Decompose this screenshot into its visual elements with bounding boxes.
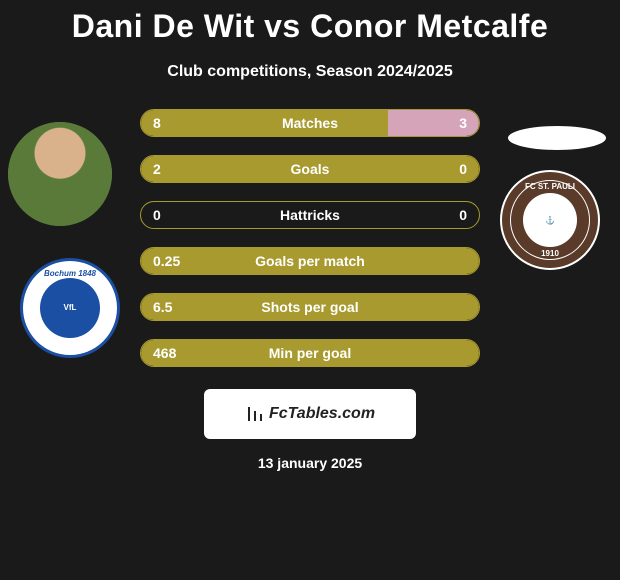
- crest-inner-text: VfL: [40, 278, 100, 338]
- stat-label: Goals per match: [141, 253, 479, 269]
- stat-label: Min per goal: [141, 345, 479, 361]
- title-separator: vs: [264, 8, 301, 44]
- stat-row: 468Min per goal: [140, 339, 480, 367]
- stat-row: 0Hattricks0: [140, 201, 480, 229]
- page-title: Dani De Wit vs Conor Metcalfe: [0, 0, 620, 45]
- stat-label: Hattricks: [141, 207, 479, 223]
- stat-label: Matches: [141, 115, 479, 131]
- stat-row: 8Matches3: [140, 109, 480, 137]
- stat-right-value: 0: [459, 161, 467, 177]
- bars-icon: [245, 407, 265, 421]
- crest-bottom-text: 1910: [502, 249, 598, 258]
- stat-row: 6.5Shots per goal: [140, 293, 480, 321]
- date-text: 13 january 2025: [0, 455, 620, 471]
- player2-photo-placeholder: [508, 126, 606, 150]
- player2-club-crest: FC ST. PAULI ⚓ 1910: [500, 170, 600, 270]
- stat-right-value: 0: [459, 207, 467, 223]
- stat-row: 0.25Goals per match: [140, 247, 480, 275]
- stat-label: Shots per goal: [141, 299, 479, 315]
- subtitle: Club competitions, Season 2024/2025: [0, 63, 620, 81]
- player1-club-crest: Bochum 1848 VfL: [20, 258, 120, 358]
- player-silhouette-icon: [8, 122, 112, 226]
- stat-right-value: 3: [459, 115, 467, 131]
- crest-top-text: FC ST. PAULI: [502, 182, 598, 191]
- player1-photo: [8, 122, 112, 226]
- stat-row: 2Goals0: [140, 155, 480, 183]
- crest-ring-text: Bochum 1848: [23, 269, 117, 278]
- player1-name: Dani De Wit: [72, 8, 255, 44]
- attribution-text: FcTables.com: [269, 405, 375, 423]
- stat-rows: 8Matches32Goals00Hattricks00.25Goals per…: [140, 109, 480, 367]
- stpauli-crest-icon: FC ST. PAULI ⚓ 1910: [500, 170, 600, 270]
- player2-name: Conor Metcalfe: [310, 8, 548, 44]
- stat-label: Goals: [141, 161, 479, 177]
- attribution-badge[interactable]: FcTables.com: [204, 389, 416, 439]
- bochum-crest-icon: Bochum 1848 VfL: [20, 258, 120, 358]
